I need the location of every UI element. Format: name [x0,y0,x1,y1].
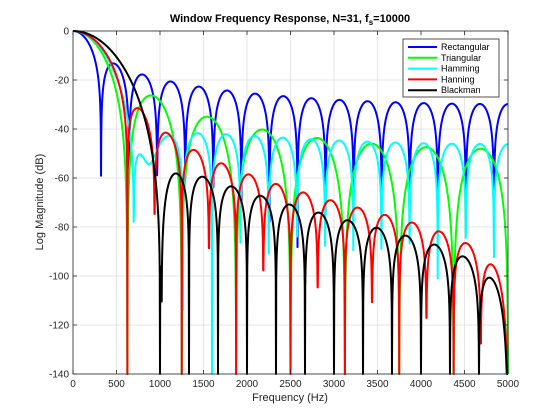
x-tick-label: 1500 [192,379,215,390]
y-tick-label: 0 [63,27,69,38]
x-axis-label: Frequency (Hz) [252,392,328,404]
x-tick-label: 3500 [366,379,389,390]
ticks [72,30,509,375]
y-tick-label: -80 [55,223,70,234]
x-tick-label: 2000 [236,379,259,390]
series-group [72,30,509,375]
legend-label: Triangular [441,53,481,63]
tick-labels: 0 500 1000 1500 2000 2500 3000 3500 4000 4500 5000… [49,27,520,391]
y-axis-label: Log Magnitude (dB) [34,154,46,251]
legend-label: Blackman [441,85,481,95]
x-tick-label: 500 [108,379,125,390]
chart-title: Window Frequency Response, N=31, fs=1000… [170,13,410,27]
x-tick-label: 2500 [279,379,302,390]
x-tick-label: 0 [70,379,76,390]
x-tick-label: 3000 [323,379,346,390]
x-tick-label: 4000 [410,379,433,390]
y-tick-label: -20 [55,76,70,87]
legend: RectangularTriangularHammingHanningBlack… [402,38,500,98]
x-tick-label: 4500 [453,379,476,390]
y-tick-label: -100 [49,272,69,283]
x-tick-label: 1000 [149,379,172,390]
y-tick-label: -140 [49,370,69,381]
y-tick-label: -60 [55,174,70,185]
legend-label: Hamming [441,64,480,74]
series-line-rectangular [72,30,509,249]
y-tick-label: -40 [55,125,70,136]
legend-label: Rectangular [441,42,490,52]
x-tick-label: 5000 [497,379,520,390]
series-line-blackman [72,30,509,375]
series-line-hamming [72,30,509,375]
legend-label: Hanning [441,74,475,84]
y-tick-label: -120 [49,321,69,332]
